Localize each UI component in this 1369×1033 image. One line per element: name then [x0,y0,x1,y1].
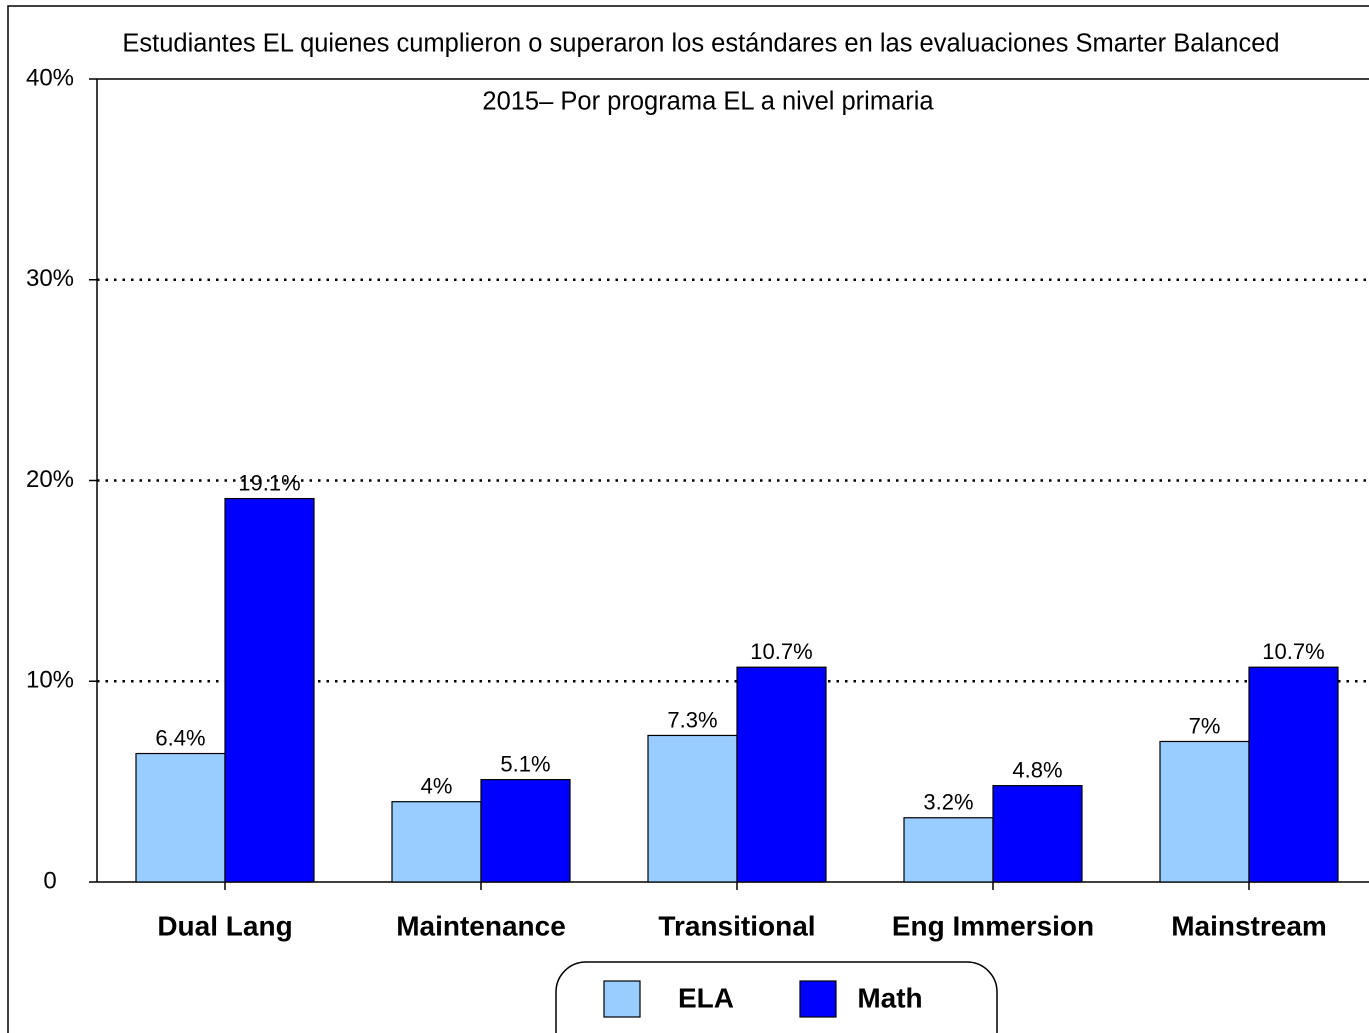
legend-label: ELA [678,982,734,1013]
value-label: 3.2% [923,790,973,815]
value-label: 4% [421,774,453,799]
bar [224,497,315,883]
legend-swatch [799,980,837,1018]
x-tick-label: Mainstream [1171,910,1327,941]
y-tick-label: 20% [26,466,74,493]
value-label: 5.1% [500,751,550,776]
chart-title: 2015– Por programa EL a nivel primaria [482,88,934,116]
bar [736,666,827,883]
chart-title: Estudiantes EL quienes cumplieron o supe… [122,30,1279,58]
legend-swatch [603,980,641,1018]
legend-label: Math [857,982,922,1013]
value-label: 10.7% [750,639,812,664]
bar [391,801,482,883]
title-background [355,80,1060,125]
bar [1248,666,1339,883]
y-tick-label: 10% [26,667,74,694]
bar [480,779,571,883]
bar [647,734,738,883]
bar [903,817,994,883]
bar [135,752,226,883]
bar [1159,740,1250,883]
value-label: 7% [1189,713,1221,738]
value-label: 7.3% [667,707,717,732]
y-tick-label: 0 [43,867,56,894]
x-tick-label: Eng Immersion [892,910,1094,941]
legend-box [555,961,998,1033]
value-label: 10.7% [1262,639,1324,664]
y-tick-label: 40% [26,64,74,91]
y-tick-label: 30% [26,265,74,292]
value-label: 4.8% [1012,757,1062,782]
value-label: 6.4% [155,725,205,750]
legend: ELA Math [555,961,998,1033]
x-tick-label: Dual Lang [157,910,292,941]
x-tick-label: Transitional [658,910,815,941]
value-label: 19.1% [238,470,300,495]
x-tick-label: Maintenance [396,910,566,941]
bar [992,785,1083,883]
